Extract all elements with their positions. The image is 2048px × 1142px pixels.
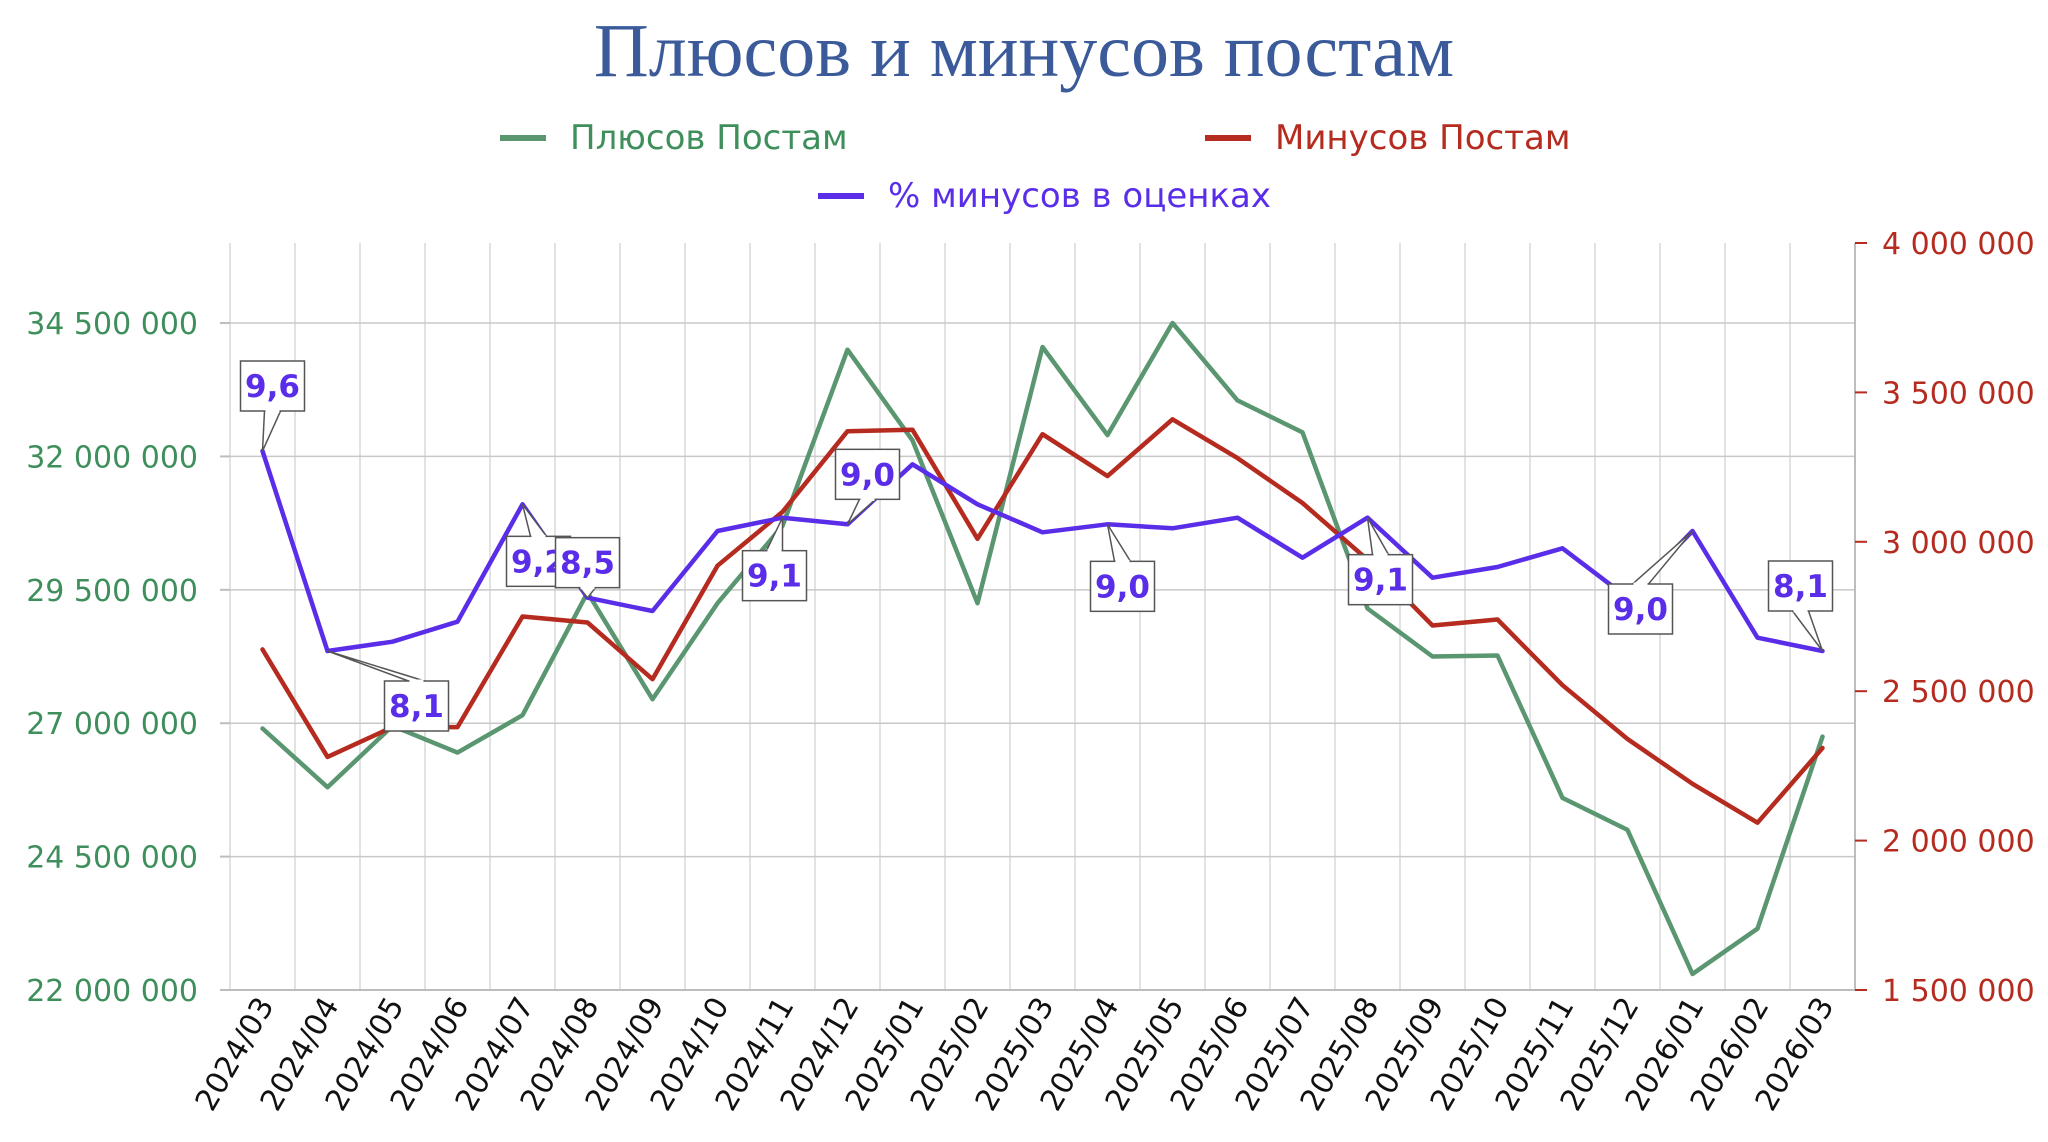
data-label-pointer bbox=[1632, 530, 1694, 585]
data-label-joint bbox=[767, 549, 782, 553]
legend-label-minus: Минусов Постам bbox=[1275, 118, 1571, 158]
legend-swatch-plus bbox=[500, 135, 546, 141]
data-label-box bbox=[554, 536, 621, 589]
data-label-callout: 9,0 bbox=[834, 448, 901, 525]
legend-label-percent: % минусов в оценках bbox=[888, 176, 1271, 216]
data-label-joint bbox=[531, 534, 546, 538]
data-label-callout: 9,6 bbox=[239, 360, 306, 452]
legend-swatch-minus bbox=[1205, 135, 1251, 141]
left-axis-tick-label: 34 500 000 bbox=[26, 307, 198, 342]
data-label-joint bbox=[1633, 582, 1648, 586]
data-label-text: 9,6 bbox=[245, 369, 300, 405]
data-label-text: 9,0 bbox=[1095, 569, 1150, 605]
data-label-pointer bbox=[1366, 517, 1390, 556]
legend-label-plus: Плюсов Постам bbox=[570, 118, 848, 158]
right-axis-tick-label: 4 000 000 bbox=[1882, 227, 2035, 262]
data-label-joint bbox=[1115, 559, 1130, 563]
data-label-text: 9,1 bbox=[747, 559, 802, 595]
data-label-joint bbox=[265, 409, 280, 413]
legend-item-plus: Плюсов Постам bbox=[500, 118, 848, 158]
series-line-2 bbox=[260, 448, 1825, 654]
data-label-text: 9,0 bbox=[840, 457, 895, 493]
data-label-pointer bbox=[1106, 523, 1132, 562]
data-label-pointer bbox=[261, 410, 282, 452]
data-label-callout: 8,1 bbox=[327, 650, 450, 732]
data-label-callout: 9,1 bbox=[1347, 517, 1414, 606]
data-label-pointer bbox=[521, 503, 548, 537]
legend-item-minus: Минусов Постам bbox=[1205, 118, 1570, 158]
data-label-pointer bbox=[765, 517, 784, 551]
data-label-pointer bbox=[1791, 610, 1824, 652]
left-axis-tick-label: 27 000 000 bbox=[26, 707, 198, 742]
left-axis-tick-label: 29 500 000 bbox=[26, 574, 198, 609]
left-axis-tick-label: 24 500 000 bbox=[26, 841, 198, 876]
data-label-text: 8,5 bbox=[560, 546, 615, 582]
data-label-joint bbox=[1373, 553, 1388, 557]
data-label-joint bbox=[1793, 609, 1808, 613]
data-label-callout: 9,0 bbox=[1089, 523, 1156, 613]
data-label-box bbox=[1347, 553, 1414, 606]
data-label-pointer bbox=[327, 650, 425, 682]
data-label-text: 8,1 bbox=[389, 689, 444, 725]
chart-title: Плюсов и минусов постам bbox=[593, 9, 1455, 93]
data-label-callout: 8,5 bbox=[554, 536, 621, 599]
data-label-pointer bbox=[578, 587, 597, 599]
left-axis-tick-label: 32 000 000 bbox=[26, 440, 198, 475]
data-label-callout: 9,1 bbox=[741, 517, 808, 602]
data-label-text: 9,0 bbox=[1613, 592, 1668, 628]
data-label-callout: 9,0 bbox=[1607, 530, 1694, 635]
data-label-joint bbox=[580, 586, 595, 590]
data-label-joint bbox=[409, 679, 424, 683]
data-label-text: 8,1 bbox=[1773, 569, 1828, 605]
right-axis-tick-label: 3 000 000 bbox=[1882, 526, 2035, 561]
data-label-box bbox=[834, 448, 901, 501]
right-axis-tick-label: 2 500 000 bbox=[1882, 675, 2035, 710]
legend-item-percent: % минусов в оценках bbox=[818, 176, 1271, 216]
right-axis-tick-label: 1 500 000 bbox=[1882, 974, 2035, 1009]
right-axis-tick-label: 2 000 000 bbox=[1882, 825, 2035, 860]
left-axis-tick-label: 22 000 000 bbox=[26, 974, 198, 1009]
series-line-1 bbox=[260, 417, 1825, 825]
data-label-box bbox=[1089, 560, 1156, 613]
data-label-box bbox=[741, 549, 808, 602]
right-axis-tick-label: 3 500 000 bbox=[1882, 376, 2035, 411]
data-label-joint bbox=[860, 497, 875, 501]
data-label-pointer bbox=[846, 498, 876, 525]
data-label-callout: 8,1 bbox=[1767, 560, 1834, 652]
legend-swatch-percent bbox=[818, 193, 864, 199]
data-label-text: 9,1 bbox=[1353, 563, 1408, 599]
data-label-box bbox=[1607, 583, 1674, 635]
series-line-0 bbox=[260, 320, 1825, 977]
